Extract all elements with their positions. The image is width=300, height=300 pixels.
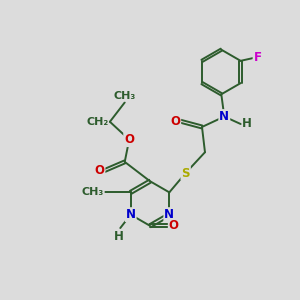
Text: H: H xyxy=(242,118,252,130)
Text: CH₃: CH₃ xyxy=(114,91,136,101)
Text: N: N xyxy=(219,110,229,123)
Text: N: N xyxy=(164,208,174,221)
Text: CH₃: CH₃ xyxy=(82,188,104,197)
Text: O: O xyxy=(170,115,180,128)
Text: H: H xyxy=(114,230,124,243)
Text: O: O xyxy=(169,219,179,232)
Text: N: N xyxy=(126,208,136,221)
Text: O: O xyxy=(94,164,104,177)
Text: O: O xyxy=(124,133,134,146)
Text: CH₂: CH₂ xyxy=(86,117,108,127)
Text: F: F xyxy=(254,51,262,64)
Text: S: S xyxy=(182,167,190,179)
